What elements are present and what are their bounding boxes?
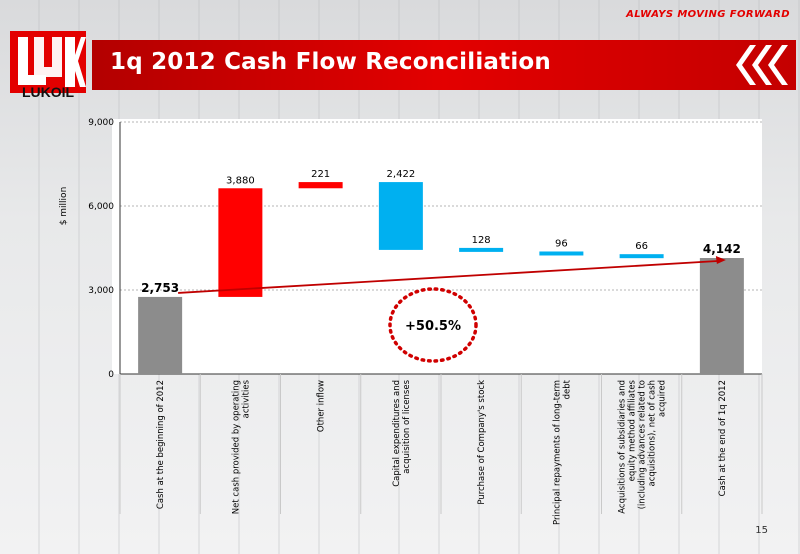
data-label: 2,422 bbox=[387, 169, 416, 180]
data-label: 128 bbox=[472, 235, 491, 246]
bar bbox=[138, 296, 183, 374]
logo-wordmark: LUKOIL bbox=[21, 84, 75, 100]
annotation-circle bbox=[388, 287, 478, 363]
x-tick-label: Other inflow bbox=[317, 380, 327, 432]
bar bbox=[218, 188, 263, 297]
y-tick-label: 9,000 bbox=[88, 118, 114, 128]
tagline: ALWAYS MOVING FORWARD bbox=[626, 9, 790, 20]
x-tick-label: Cash at the beginning of 2012 bbox=[156, 380, 166, 509]
x-tick-label: Purchase of Company's stock bbox=[477, 380, 487, 505]
y-axis-label: $ million bbox=[59, 187, 69, 226]
x-tick-label: Cash at the end of 1q 2012 bbox=[718, 380, 728, 496]
x-tick-label: Principal repayments of long-term bbox=[552, 380, 562, 525]
bar bbox=[699, 258, 744, 374]
page-number: 15 bbox=[755, 525, 768, 536]
data-label: 96 bbox=[555, 238, 568, 249]
data-label: 3,880 bbox=[226, 175, 255, 186]
trend-arrow-line bbox=[178, 260, 718, 294]
y-tick-label: 3,000 bbox=[88, 286, 114, 296]
bar bbox=[298, 182, 343, 189]
bar bbox=[619, 254, 664, 259]
x-tick-label: Net cash provided by operating bbox=[231, 380, 241, 514]
x-tick-label: acquisition of licenses bbox=[402, 379, 412, 473]
page-title: 1q 2012 Cash Flow Reconciliation bbox=[110, 49, 551, 75]
x-tick-label: Capital expenditures and bbox=[392, 380, 402, 487]
chevrons-icon bbox=[736, 45, 788, 85]
bar bbox=[378, 182, 423, 250]
x-tick-label: equity method affiliates bbox=[628, 379, 638, 481]
data-label: 2,753 bbox=[141, 281, 179, 295]
y-tick-label: 6,000 bbox=[88, 202, 114, 212]
x-tick-label: acquired bbox=[658, 380, 668, 417]
x-tick-label: debt bbox=[562, 379, 572, 399]
x-tick-label: acquisitions), net of cash bbox=[648, 380, 658, 487]
lukoil-logo-icon bbox=[10, 31, 86, 93]
annotation-label: +50.5% bbox=[405, 319, 461, 334]
bar bbox=[539, 251, 584, 256]
y-tick-label: 0 bbox=[108, 370, 114, 380]
trend-arrow-head bbox=[715, 256, 726, 265]
x-tick-label: Acquisitions of subsidiaries and bbox=[618, 380, 628, 514]
data-label: 4,142 bbox=[703, 242, 741, 256]
title-bar bbox=[92, 40, 796, 90]
x-tick-label: (including advances related to bbox=[638, 380, 648, 509]
bar bbox=[459, 247, 504, 252]
x-tick-label: activities bbox=[241, 379, 251, 418]
data-label: 221 bbox=[311, 169, 330, 180]
data-label: 66 bbox=[635, 241, 648, 252]
